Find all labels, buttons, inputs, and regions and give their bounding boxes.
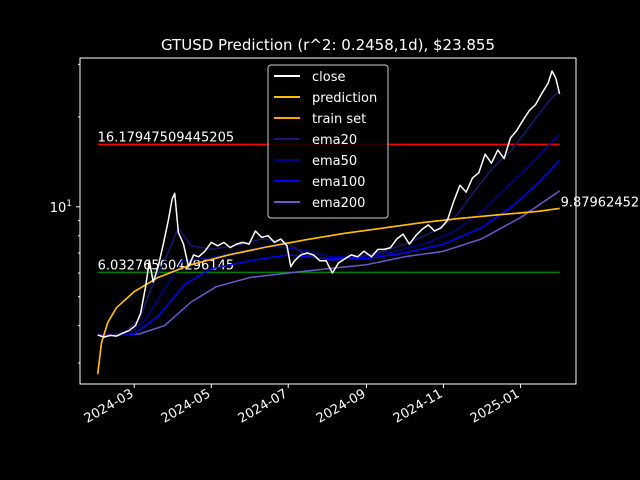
prediction-end-label: 9.87962452 <box>561 195 640 210</box>
level-label-0: 16.17947509445205 <box>98 130 234 145</box>
legend-label-ema100: ema100 <box>312 175 365 190</box>
legend-label-ema20: ema20 <box>312 133 357 148</box>
series-line-ema200 <box>97 190 561 336</box>
legend-label-prediction: prediction <box>312 91 377 106</box>
chart-title: GTUSD Prediction (r^2: 0.2458,1d), $23.8… <box>161 36 495 54</box>
x-tick-label-0: 2024-03 <box>82 386 137 426</box>
legend-label-train-set: train set <box>312 112 366 127</box>
series-line-ema50 <box>97 133 561 336</box>
x-tick-label-1: 2024-05 <box>159 386 214 426</box>
x-tick-label-5: 2025-01 <box>468 386 523 426</box>
legend-label-close: close <box>312 70 345 85</box>
legend: close prediction train set ema20 ema50 ema100… <box>267 64 389 219</box>
y-tick-label-0: 101 <box>50 199 72 216</box>
series-line-ema20 <box>97 90 561 336</box>
legend-label-ema200: ema200 <box>312 196 365 211</box>
axes-frame <box>79 57 577 385</box>
x-tick-label-2: 2024-07 <box>236 386 291 426</box>
level-label-1: 6.032765604296145 <box>98 258 234 273</box>
legend-label-ema50: ema50 <box>312 154 357 169</box>
series-line-prediction <box>96 207 560 375</box>
legend-box <box>267 64 389 219</box>
x-tick-label-3: 2024-09 <box>314 386 369 426</box>
x-tick-label-4: 2024-11 <box>391 386 446 426</box>
series-line-close <box>97 70 561 338</box>
plot-area: 16.17947509445205 6.032765604296145 9.8796… <box>96 70 640 375</box>
